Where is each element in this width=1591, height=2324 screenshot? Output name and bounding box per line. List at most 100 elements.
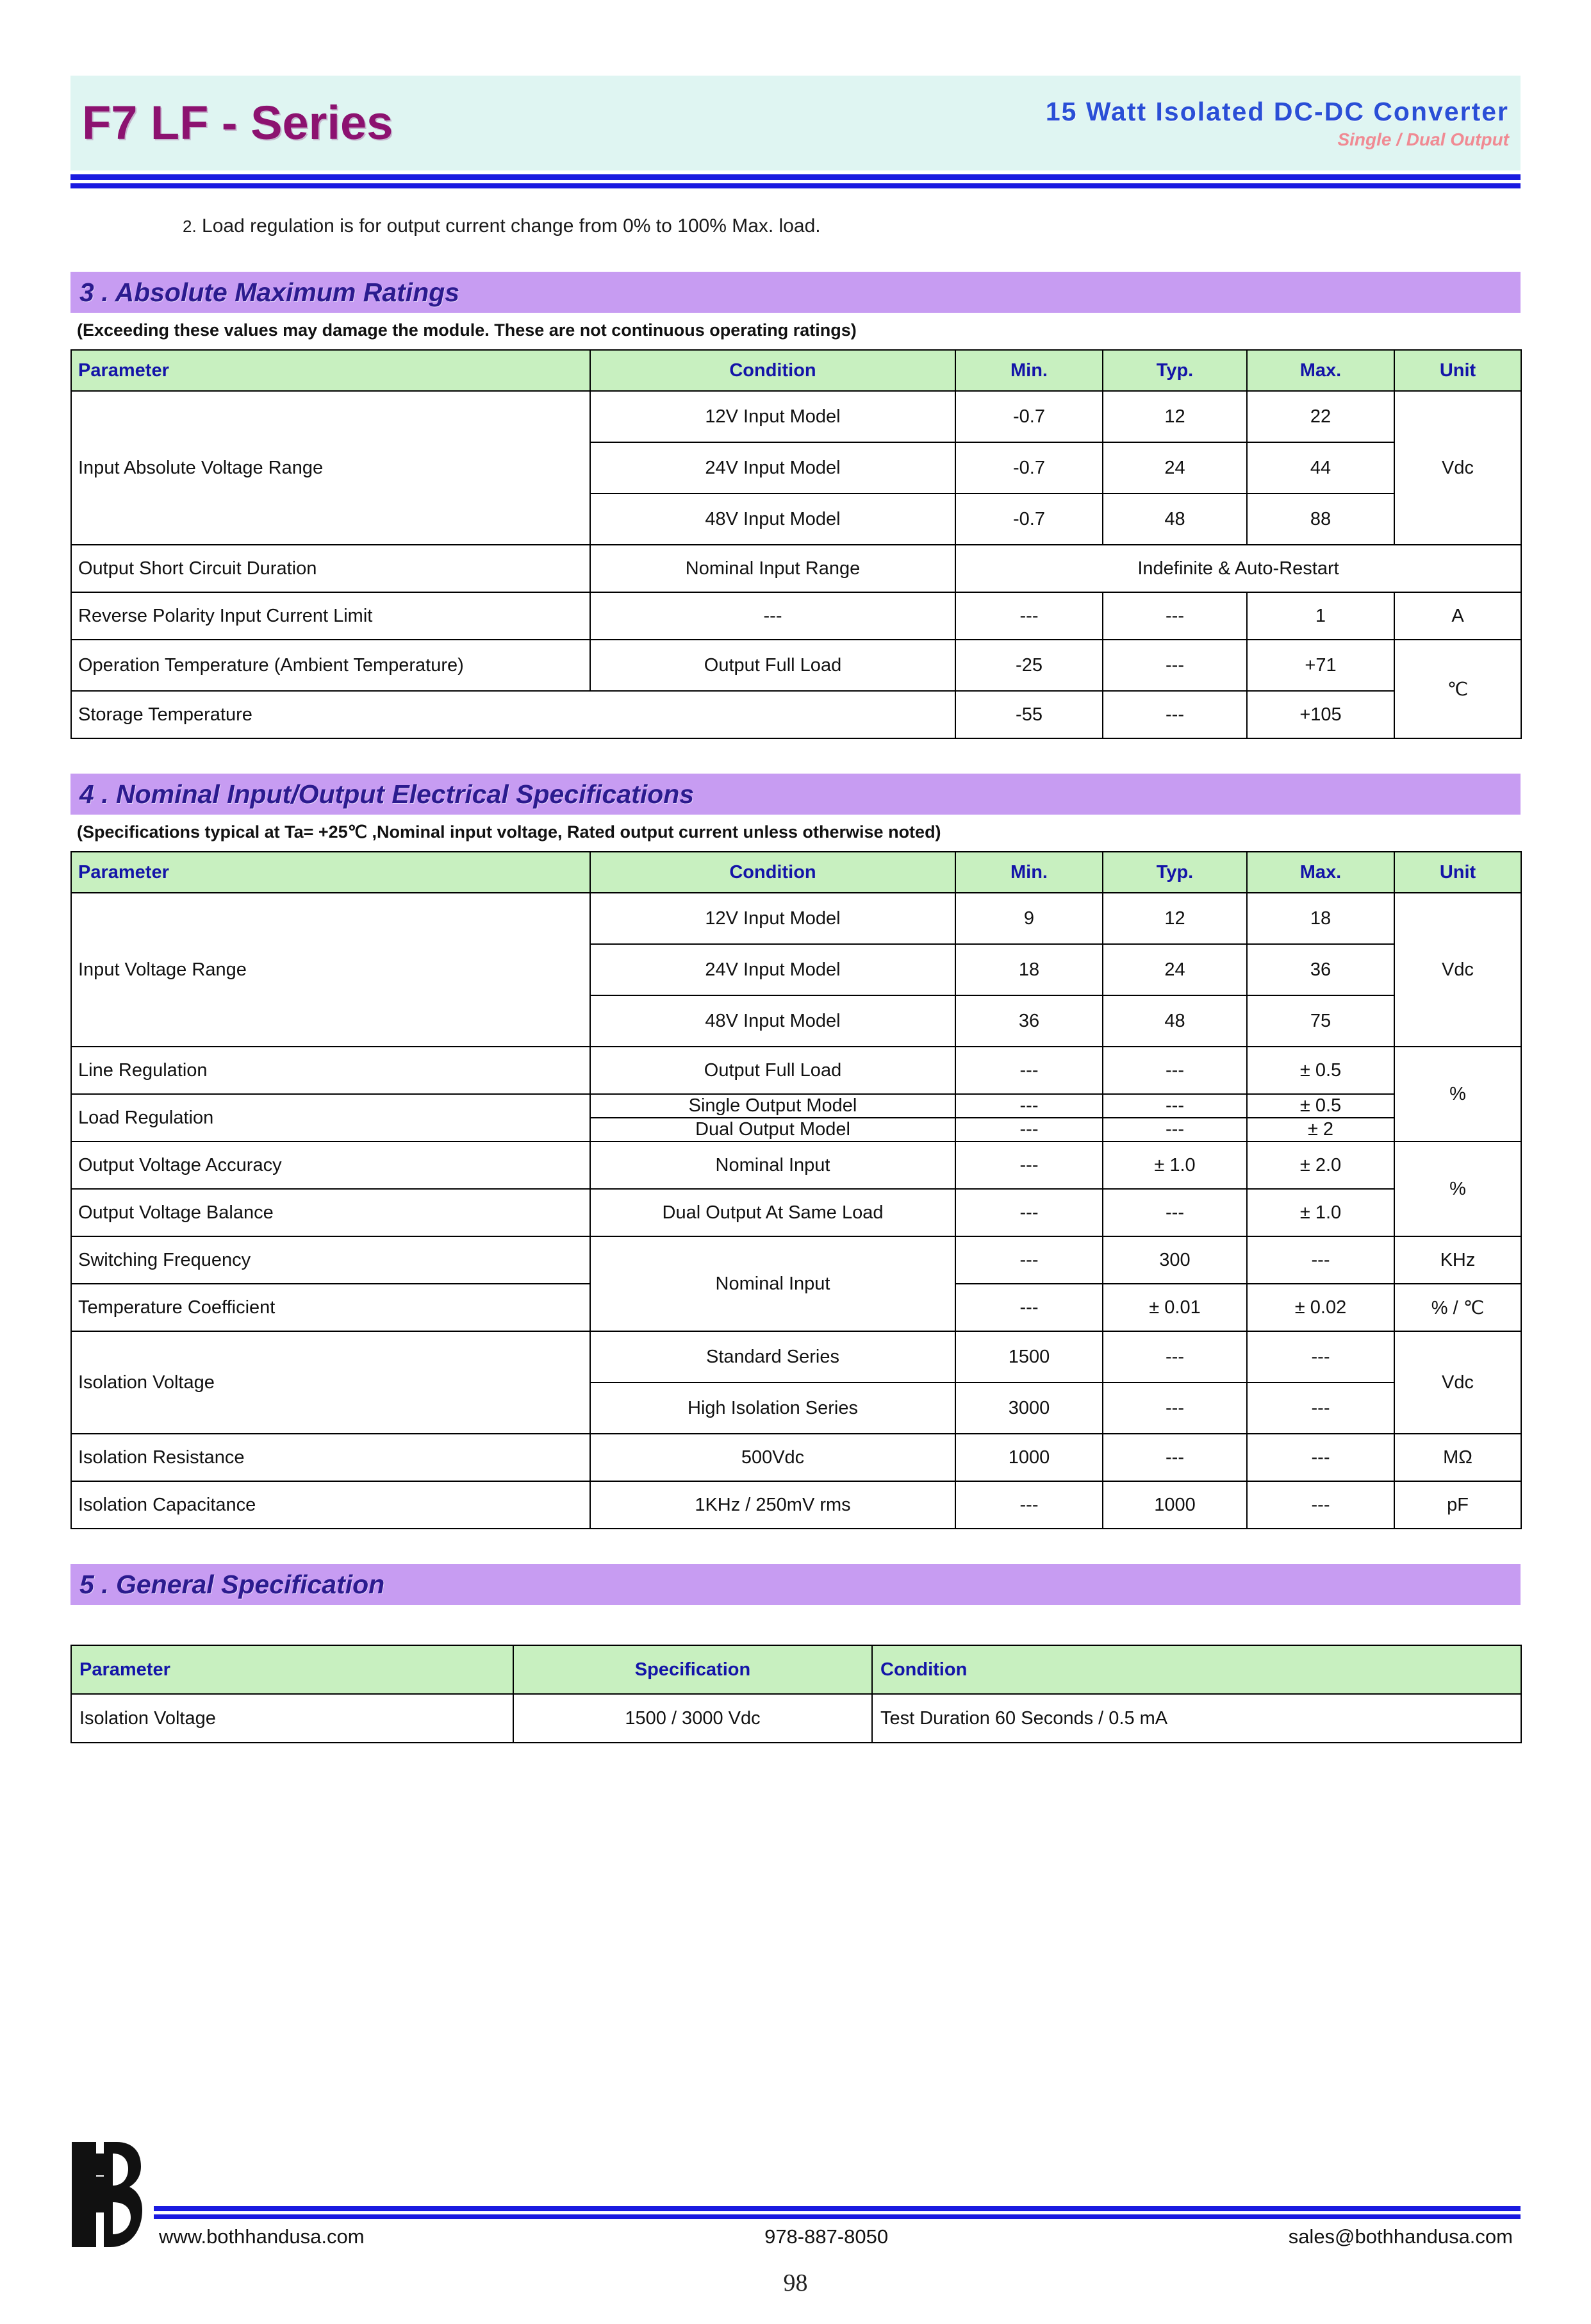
footer-website[interactable]: www.bothhandusa.com xyxy=(159,2225,365,2248)
cell-min: 9 xyxy=(955,892,1103,945)
footnote-2: 2. Load regulation is for output current… xyxy=(183,215,1521,237)
cell-unit: MΩ xyxy=(1394,1433,1522,1482)
table-row: 24V Input Model -0.7 24 44 xyxy=(71,442,1521,494)
table-row: Input Absolute Voltage Range 12V Input M… xyxy=(70,390,1522,545)
table-row: Load Regulation Single Output Model --- … xyxy=(70,1093,1521,1142)
section-4-note: (Specifications typical at Ta= +25℃ ,Nom… xyxy=(77,822,941,842)
cell-condition: Nominal Input Range xyxy=(589,544,956,593)
cell-max: --- xyxy=(1246,1433,1395,1482)
datasheet-page: F7 LF - Series 15 Watt Isolated DC-DC Co… xyxy=(0,76,1591,2324)
cell-typ: --- xyxy=(1102,690,1248,739)
cell-parameter: Output Voltage Balance xyxy=(70,1188,591,1237)
cell-min: 36 xyxy=(955,995,1103,1047)
col-max: Max. xyxy=(1246,851,1395,893)
cell-typ: 48 xyxy=(1102,995,1248,1047)
table-row: Output Short Circuit Duration Nominal In… xyxy=(70,544,1522,593)
cell-max: +105 xyxy=(1246,690,1395,739)
cell-condition: 48V Input Model xyxy=(589,995,956,1047)
cell-min: --- xyxy=(955,1481,1103,1529)
cell-min: 1500 xyxy=(955,1331,1103,1383)
cell-condition: 48V Input Model xyxy=(589,493,956,545)
cell-typ: --- xyxy=(1102,1188,1248,1237)
cell-unit: Vdc xyxy=(1394,892,1522,1047)
cell-parameter: Line Regulation xyxy=(70,1046,591,1095)
cell-max: 44 xyxy=(1246,442,1395,494)
cell-parameter: Storage Temperature xyxy=(70,690,956,739)
col-parameter: Parameter xyxy=(70,349,591,392)
cell-parameter: Input Voltage Range xyxy=(70,892,591,1047)
cell-max: ± 1.0 xyxy=(1246,1188,1395,1237)
cell-min: -55 xyxy=(955,690,1103,739)
cell-condition: 24V Input Model xyxy=(589,943,956,996)
cell-parameter: Isolation Voltage xyxy=(70,1331,591,1434)
cell-min: --- xyxy=(955,1046,1103,1095)
cell-min: --- xyxy=(955,1117,1103,1142)
cell-parameter: Load Regulation xyxy=(70,1093,591,1142)
cell-condition: 500Vdc xyxy=(589,1433,956,1482)
col-parameter: Parameter xyxy=(70,1645,514,1695)
table-header-row: Parameter Condition Min. Typ. Max. Unit xyxy=(70,851,1522,893)
footnote-number: 2. xyxy=(183,217,197,236)
col-condition: Condition xyxy=(871,1645,1522,1695)
cell-condition: Dual Output Model xyxy=(589,1117,956,1142)
cell-condition: Nominal Input xyxy=(589,1141,956,1190)
cell-condition: --- xyxy=(589,592,956,640)
cell-typ: 300 xyxy=(1102,1236,1248,1284)
section-5-title: 5 . General Specification xyxy=(79,1569,385,1599)
cell-condition: Output Full Load xyxy=(589,1046,956,1095)
col-parameter: Parameter xyxy=(70,851,591,893)
cell-typ: 48 xyxy=(1102,493,1248,545)
cell-condition: 12V Input Model xyxy=(589,390,956,443)
cell-typ: --- xyxy=(1102,1382,1248,1434)
cell-parameter: Isolation Voltage xyxy=(70,1693,514,1743)
cell-typ: --- xyxy=(1102,1433,1248,1482)
cell-unit: Vdc xyxy=(1394,390,1522,545)
footer-content: www.bothhandusa.com 978-887-8050 sales@b… xyxy=(154,2206,1521,2248)
table-row: Output Voltage Accuracy Nominal Input --… xyxy=(70,1141,1522,1237)
cell-min: -0.7 xyxy=(955,442,1103,494)
footer-email[interactable]: sales@bothhandusa.com xyxy=(1288,2225,1513,2248)
cell-span-value: Indefinite & Auto-Restart xyxy=(955,544,1522,593)
cell-min: -0.7 xyxy=(955,493,1103,545)
cell-typ: 12 xyxy=(1102,390,1248,443)
cell-parameter: Switching Frequency xyxy=(70,1236,591,1284)
col-unit: Unit xyxy=(1394,851,1522,893)
table-header-row: Parameter Specification Condition xyxy=(70,1645,1522,1695)
cell-max: 1 xyxy=(1246,592,1395,640)
table-row: Output Voltage Balance Dual Output At Sa… xyxy=(70,1188,1521,1237)
cell-max: 75 xyxy=(1246,995,1395,1047)
table-row: Isolation Capacitance 1KHz / 250mV rms -… xyxy=(70,1481,1522,1529)
cell-condition: 24V Input Model xyxy=(589,442,956,494)
cell-condition: Nominal Input xyxy=(589,1236,956,1332)
bothhand-logo-icon xyxy=(70,2141,142,2248)
cell-typ: --- xyxy=(1102,592,1248,640)
table-row: Storage Temperature -55 --- +105 xyxy=(70,690,1521,739)
col-condition: Condition xyxy=(589,851,956,893)
cell-unit: % / ℃ xyxy=(1394,1283,1522,1332)
cell-typ: 1000 xyxy=(1102,1481,1248,1529)
cell-min: -0.7 xyxy=(955,390,1103,443)
col-specification: Specification xyxy=(513,1645,873,1695)
cell-unit: % xyxy=(1394,1141,1522,1237)
cell-condition: Dual Output At Same Load xyxy=(589,1188,956,1237)
cell-max: --- xyxy=(1246,1236,1395,1284)
table-row: 24V Input Model 18 24 36 xyxy=(71,943,1521,996)
cell-unit: pF xyxy=(1394,1481,1522,1529)
cell-max: ± 2.0 xyxy=(1246,1141,1395,1190)
section-4-title: 4 . Nominal Input/Output Electrical Spec… xyxy=(79,779,695,809)
col-typ: Typ. xyxy=(1102,349,1248,392)
header-divider xyxy=(70,174,1521,188)
cell-parameter: Input Absolute Voltage Range xyxy=(70,390,591,545)
table-row: Operation Temperature (Ambient Temperatu… xyxy=(70,639,1522,739)
cell-parameter: Isolation Capacitance xyxy=(70,1481,591,1529)
section-5-heading: 5 . General Specification xyxy=(70,1564,1521,1605)
cell-typ: --- xyxy=(1102,1093,1248,1118)
cell-typ: 12 xyxy=(1102,892,1248,945)
cell-unit: A xyxy=(1394,592,1522,640)
cell-parameter: Temperature Coefficient xyxy=(70,1283,591,1332)
cell-typ: --- xyxy=(1102,1117,1248,1142)
cell-max: 22 xyxy=(1246,390,1395,443)
col-min: Min. xyxy=(955,851,1103,893)
footer-phone: 978-887-8050 xyxy=(764,2225,889,2248)
cell-unit: KHz xyxy=(1394,1236,1522,1284)
